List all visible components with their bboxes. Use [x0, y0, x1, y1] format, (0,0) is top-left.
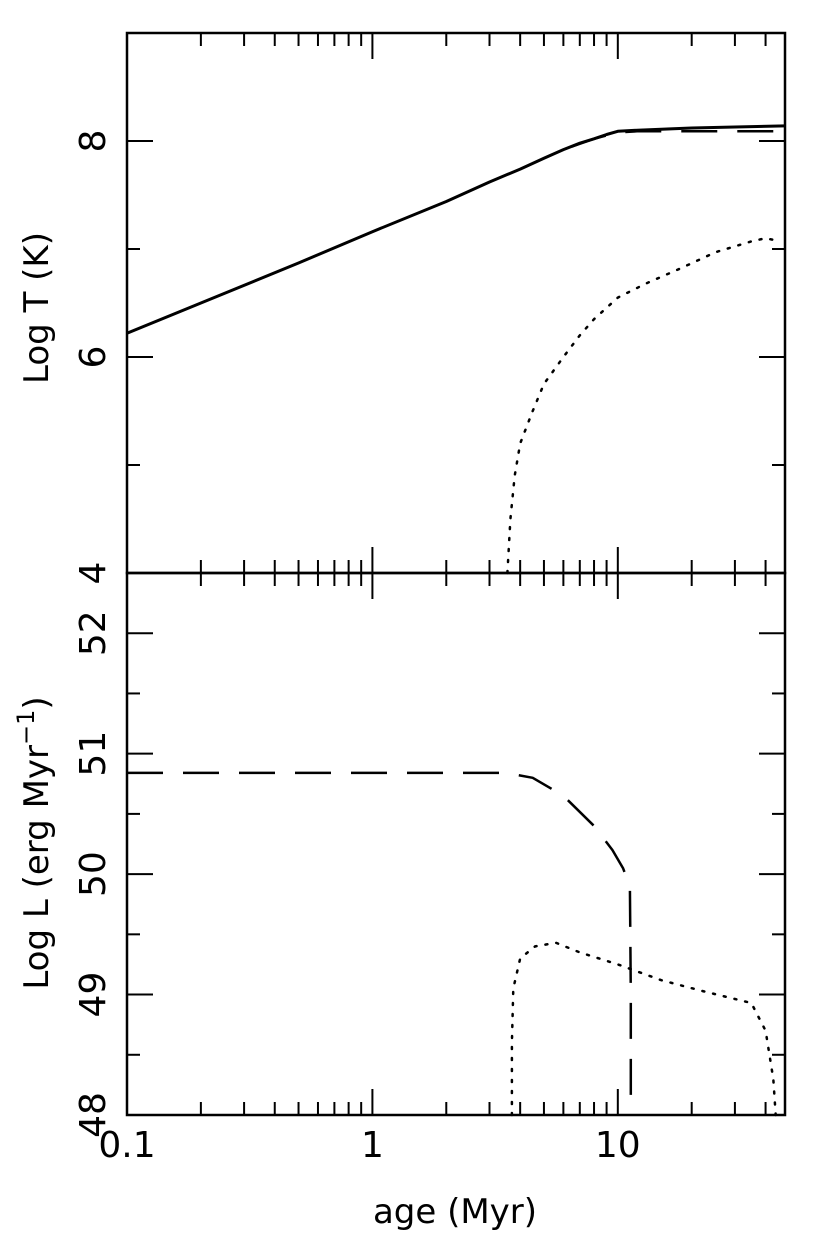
bottom-ylabel-main: Log L (erg Myr — [17, 745, 57, 990]
top-panel-ytick-label: 6 — [73, 346, 114, 369]
bottom-panel-ytick-label: 49 — [73, 972, 114, 1018]
top-panel-ylabel: Log T (K) — [17, 232, 57, 384]
bottom-panel-ytick-label: 51 — [73, 731, 114, 777]
bottom-panel-ytick-label: 52 — [73, 610, 114, 656]
bottom-panel-ytick-label: 48 — [73, 1092, 114, 1138]
x-axis-label: age (Myr) — [373, 1192, 537, 1232]
bottom-ylabel-close: ) — [17, 696, 57, 709]
top-panel-series-solid — [126, 124, 786, 335]
xtick-label: 10 — [595, 1125, 641, 1166]
bottom-panel-series-dashed — [127, 771, 633, 1115]
bottom-panel-series-dotted — [510, 941, 777, 1117]
axis-ticks — [126, 32, 785, 1116]
top-panel-ytick-label: 8 — [73, 130, 114, 153]
tick-labels: 4 6 8 48 49 50 51 52 0.1 1 10 — [73, 130, 641, 1166]
top-panel-series-dotted — [506, 236, 777, 575]
bottom-ylabel-superscript: −1 — [12, 710, 40, 745]
xtick-label: 0.1 — [98, 1125, 155, 1166]
xtick-label: 1 — [361, 1125, 384, 1166]
top-panel-series-dashed — [519, 130, 785, 171]
bottom-panel-frame — [125, 571, 787, 1117]
top-panel-ytick-label: 4 — [73, 562, 114, 585]
plot-frames — [125, 31, 787, 1117]
data-series — [126, 124, 786, 1117]
bottom-panel-ylabel: Log L (erg Myr−1) — [12, 696, 57, 989]
bottom-panel-ytick-label: 50 — [73, 851, 114, 897]
top-panel-frame — [125, 31, 787, 575]
